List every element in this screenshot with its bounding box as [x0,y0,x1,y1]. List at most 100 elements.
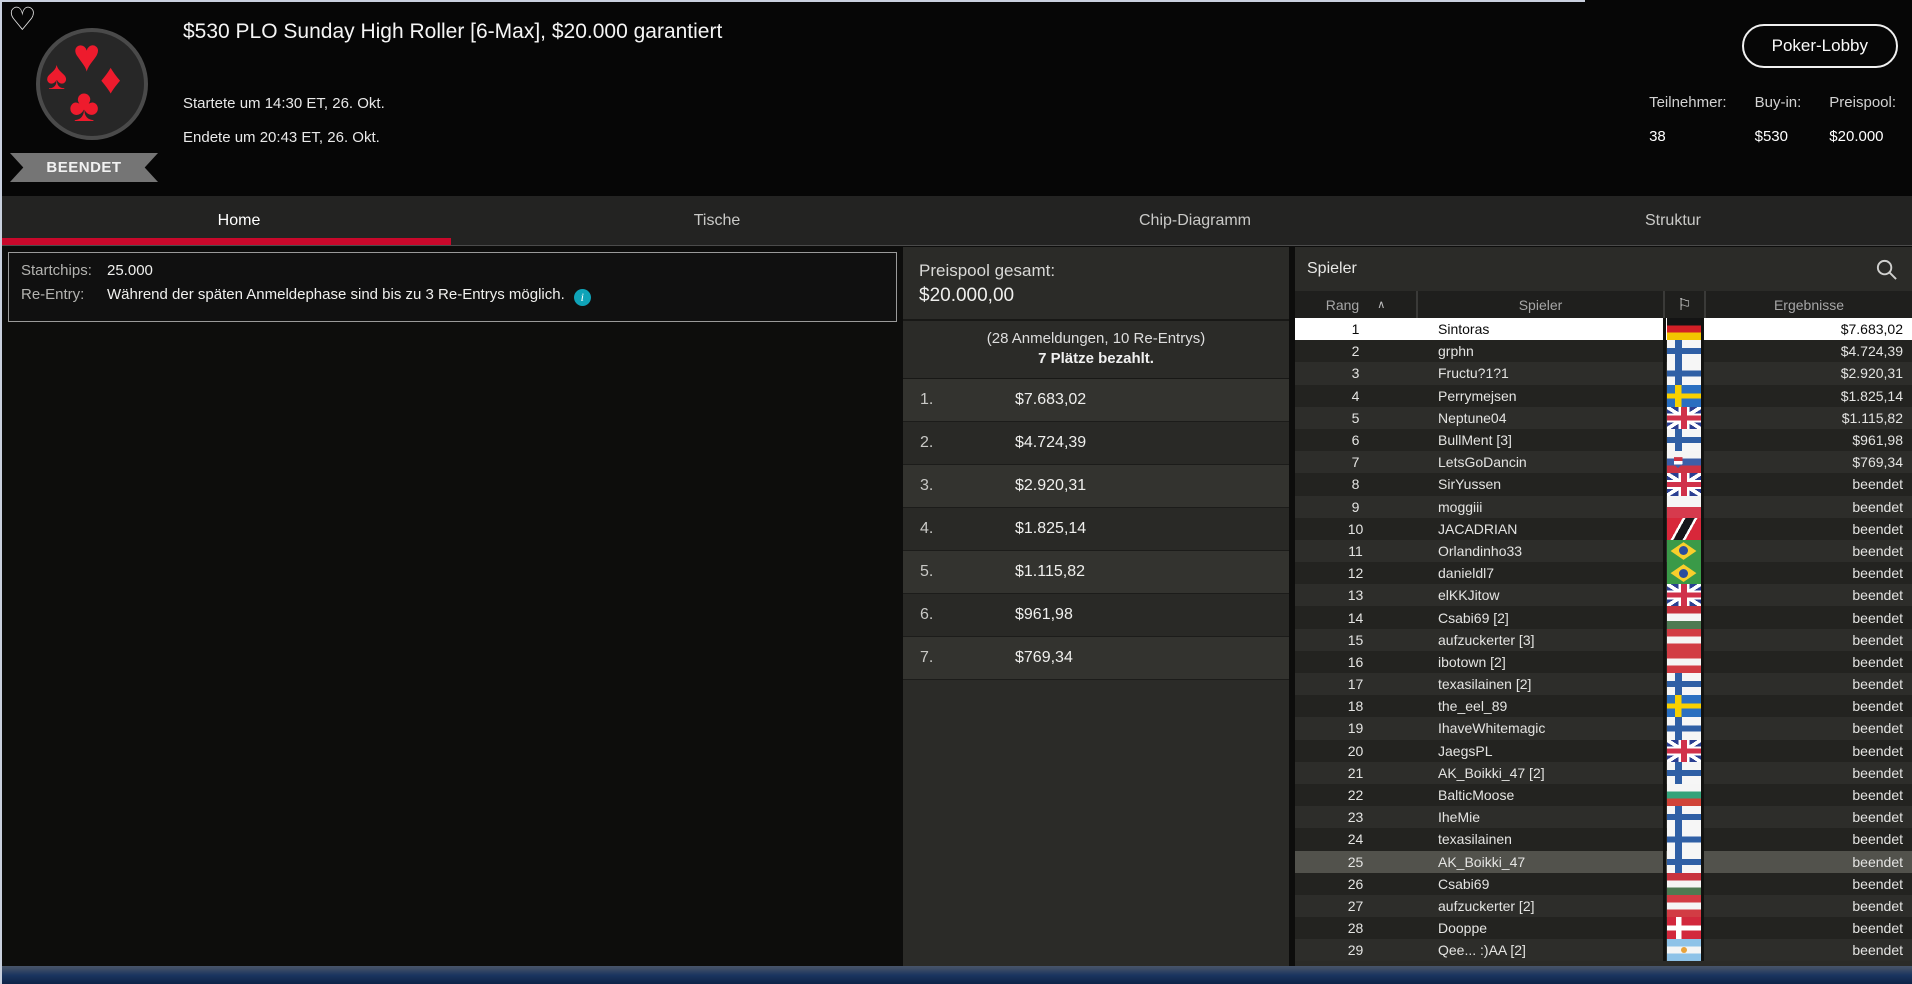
flag-sk-icon [1666,451,1701,474]
player-rank: 13 [1347,587,1364,604]
player-row[interactable]: 12 danieldl7 beendet [1295,562,1912,585]
player-result: beendet [1852,587,1903,604]
tab-label: Chip-Diagramm [1138,211,1252,229]
player-row[interactable]: 5 Neptune04 $1.115,82 [1295,406,1912,429]
column-header-ergebnisse[interactable]: Ergebnisse [1704,291,1912,318]
info-icon[interactable]: i [573,289,591,306]
flag-at-icon [1666,650,1701,673]
player-name: aufzuckerter [2] [1438,897,1535,914]
player-name: ibotown [2] [1438,653,1506,670]
payout-amount: $961,98 [1015,606,1073,623]
prizepool-panel: Preispool gesamt: $20.000,00 (28 Anmeldu… [903,247,1289,966]
player-flag-cell [1663,495,1704,518]
payout-row: 5. $1.115,82 [903,551,1289,594]
payout-rank: 2. [920,434,934,451]
search-icon[interactable] [1875,258,1898,281]
window-edge-top [0,0,1585,2]
player-row[interactable]: 17 texasilainen [2] beendet [1295,673,1912,696]
player-row[interactable]: 1 Sintoras $7.683,02 [1295,318,1912,341]
player-row[interactable]: 14 Csabi69 [2] beendet [1295,606,1912,629]
header: ♡ ♥ ♠ ♦ ♣ BEENDET $530 PLO Sunday High R… [0,0,1912,196]
player-name: Qee... :)AA [2] [1438,942,1526,959]
player-rank: 19 [1347,720,1364,737]
player-rank: 14 [1347,609,1364,626]
tab-chip-diagramm[interactable]: Chip-Diagramm [956,196,1434,245]
player-name: Perrymejsen [1438,387,1517,404]
stat-buyin: Buy-in: $530 [1755,94,1802,145]
player-rank: 26 [1347,875,1364,892]
player-row[interactable]: 4 Perrymejsen $1.825,14 [1295,384,1912,407]
player-result: beendet [1852,787,1903,804]
player-name: IheMie [1438,809,1481,826]
player-row[interactable]: 7 LetsGoDancin $769,34 [1295,451,1912,474]
player-row[interactable]: 9 moggiii beendet [1295,495,1912,518]
column-header-flag[interactable]: ⚐ [1663,291,1704,318]
tab-struktur[interactable]: Struktur [1434,196,1912,245]
payout-amount: $7.683,02 [1015,391,1087,408]
poker-lobby-button[interactable]: Poker-Lobby [1741,24,1898,68]
player-row[interactable]: 16 ibotown [2] beendet [1295,650,1912,673]
player-result: beendet [1852,897,1903,914]
player-name: SirYussen [1438,476,1502,493]
player-result: $1.825,14 [1840,387,1903,404]
player-row[interactable]: 13 elKKJitow beendet [1295,584,1912,607]
player-row[interactable]: 26 Csabi69 beendet [1295,872,1912,895]
player-row[interactable]: 19 IhaveWhitemagic beendet [1295,717,1912,740]
heart-suit-icon: ♥ [73,29,101,81]
player-result: beendet [1852,942,1903,959]
player-name: Dooppe [1438,920,1488,937]
player-result: $769,34 [1852,454,1903,471]
flag-fi-icon [1666,428,1701,452]
favorite-heart-icon[interactable]: ♡ [8,1,37,37]
player-flag-cell [1663,739,1704,762]
player-row[interactable]: 28 Dooppe beendet [1295,917,1912,940]
player-flag-cell [1663,650,1704,673]
flag-ar-icon [1666,939,1701,962]
player-rank: 23 [1347,809,1364,826]
player-flag-cell [1663,783,1704,807]
payout-amount: $1.825,14 [1015,520,1087,537]
player-row[interactable]: 21 AK_Boikki_47 [2] beendet [1295,761,1912,784]
player-row[interactable]: 6 BullMent [3] $961,98 [1295,428,1912,452]
player-row[interactable]: 2 grphn $4.724,39 [1295,340,1912,363]
payout-amount: $1.115,82 [1015,563,1085,580]
stat-value: $530 [1754,128,1788,145]
player-name: elKKJitow [1438,587,1500,604]
player-row[interactable]: 22 BalticMoose beendet [1295,783,1912,807]
player-row[interactable]: 29 Qee... :)AA [2] beendet [1295,939,1912,962]
player-name: aufzuckerter [3] [1438,631,1535,648]
player-row[interactable]: 3 Fructu?1?1 $2.920,31 [1295,362,1912,385]
player-row[interactable]: 10 JACADRIAN beendet [1295,517,1912,540]
stat-value: 38 [1649,128,1666,145]
column-header-rang[interactable]: Rang ∧ [1325,296,1386,313]
entries-note: (28 Anmeldungen, 10 Re-Entrys) [986,330,1206,347]
player-row[interactable]: 25 AK_Boikki_47 beendet [1295,850,1912,873]
player-flag-cell [1663,428,1704,452]
player-row[interactable]: 20 JaegsPL beendet [1295,739,1912,762]
player-flag-cell [1663,517,1704,540]
player-result: beendet [1852,609,1903,626]
flag-at-icon [1666,628,1701,651]
player-row[interactable]: 18 the_eel_89 beendet [1295,695,1912,718]
player-name: danieldl7 [1438,565,1495,582]
player-flag-cell [1663,539,1704,563]
flag-se-icon [1666,695,1701,718]
flag-br-icon [1666,562,1701,585]
tab-home[interactable]: Home [0,196,478,245]
payout-row: 7. $769,34 [903,637,1289,680]
player-row[interactable]: 11 Orlandinho33 beendet [1295,539,1912,563]
payout-rank: 7. [920,649,934,666]
start-time-text: Startete um 14:30 ET, 26. Okt. [183,95,385,112]
player-row[interactable]: 23 IheMie beendet [1295,806,1912,829]
flag-fi-icon [1666,850,1701,873]
player-row[interactable]: 24 texasilainen beendet [1295,828,1912,851]
column-header-spieler[interactable]: Spieler [1416,291,1663,318]
player-row[interactable]: 15 aufzuckerter [3] beendet [1295,628,1912,651]
player-row[interactable]: 27 aufzuckerter [2] beendet [1295,894,1912,918]
player-row[interactable]: 8 SirYussen beendet [1295,473,1912,496]
tab-tische[interactable]: Tische [478,196,956,245]
player-rank: 21 [1347,764,1364,781]
player-name: Sintoras [1438,321,1490,338]
flag-fi-icon [1666,362,1701,385]
